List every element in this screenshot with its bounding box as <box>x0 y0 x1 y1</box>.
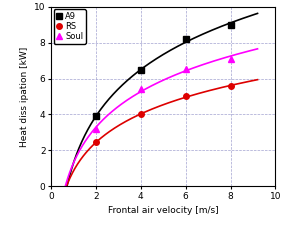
RS <box>184 95 187 98</box>
Line: RS: RS <box>93 83 233 145</box>
A9 <box>184 38 187 40</box>
A9 <box>229 23 232 26</box>
Y-axis label: Heat diss ipation [kW]: Heat diss ipation [kW] <box>20 46 28 147</box>
RS <box>94 141 98 143</box>
Soul <box>139 88 143 91</box>
Soul <box>184 67 187 70</box>
RS <box>229 84 232 87</box>
A9 <box>139 69 143 72</box>
Soul <box>94 127 98 130</box>
Line: Soul: Soul <box>93 56 233 131</box>
Soul <box>229 57 232 60</box>
RS <box>139 113 143 116</box>
A9 <box>94 115 98 118</box>
Line: A9: A9 <box>93 22 233 119</box>
X-axis label: Frontal air velocity [m/s]: Frontal air velocity [m/s] <box>108 206 219 215</box>
Legend: A9, RS, Soul: A9, RS, Soul <box>54 9 86 44</box>
